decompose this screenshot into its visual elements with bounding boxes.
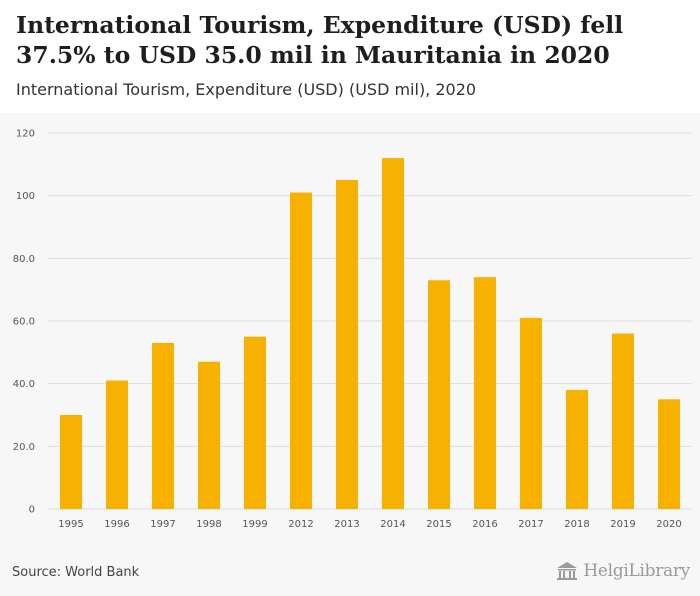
chart-footer: Source: World Bank HelgiLibrary [0,553,700,596]
helgilibrary-logo[interactable]: HelgiLibrary [555,561,690,581]
x-tick-label: 2019 [610,519,635,530]
y-tick-label: 40.0 [13,379,35,390]
bar [198,361,220,509]
x-tick-label: 2014 [380,519,405,530]
bar [520,317,542,509]
x-tick-label: 2018 [564,519,589,530]
bar [566,389,588,509]
bar [474,277,496,509]
chart-header: International Tourism, Expenditure (USD)… [0,0,700,113]
x-tick-label: 1999 [242,519,267,530]
chart-subtitle: International Tourism, Expenditure (USD)… [16,80,477,99]
x-tick-label: 1995 [58,519,83,530]
logo-text: HelgiLibrary [583,561,690,581]
x-tick-label: 2017 [518,519,543,530]
x-tick-label: 2013 [334,519,359,530]
y-tick-label: 60.0 [13,317,35,328]
bar [612,333,634,509]
bar [382,158,404,510]
x-tick-label: 1996 [104,519,129,530]
bar [244,336,266,509]
x-tick-label: 2020 [656,519,681,530]
bar [152,342,174,509]
source-note: Source: World Bank [12,565,140,580]
bar [428,280,450,509]
bar [290,192,312,509]
bar [336,180,358,509]
x-tick-label: 2016 [472,519,497,530]
x-tick-label: 1998 [196,519,221,530]
y-tick-label: 100 [16,191,35,202]
bar [106,380,128,509]
y-tick-label: 0 [29,505,35,516]
y-tick-label: 120 [16,129,35,140]
x-tick-label: 2015 [426,519,451,530]
y-tick-label: 80.0 [13,254,35,265]
x-tick-label: 1997 [150,519,175,530]
bar-chart: 0 20.0 40.0 60.0 80.0 100 120 1995 1996 1997 1998 1… [13,129,692,530]
bar [658,399,680,509]
y-tick-label: 20.0 [13,442,35,453]
bar [60,415,82,509]
x-tick-label: 2012 [288,519,313,530]
library-building-icon [557,562,578,580]
chart-title: International Tourism, Expenditure (USD)… [16,11,624,69]
